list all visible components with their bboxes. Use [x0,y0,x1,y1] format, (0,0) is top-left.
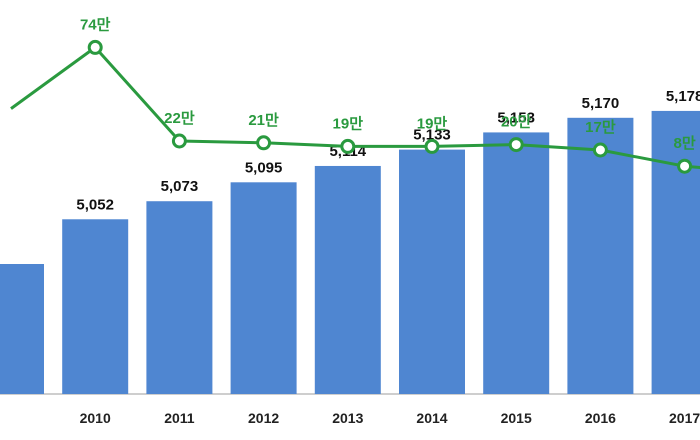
line-point-2011 [171,133,187,149]
bar-2013 [314,165,381,394]
line-point-2016 [592,142,608,158]
x-tick-2013: 2013 [332,410,363,426]
bar-value-label-2012: 5,095 [245,159,283,176]
line-value-label-2011: 22만 [164,110,195,127]
line-value-label-2013: 19만 [333,115,364,132]
line-value-labels: 74만 22만 21만 19만 19만 20만 17만 8만 [80,16,696,152]
line-series [10,39,700,174]
line-point-2010 [87,39,103,55]
line-point-2017 [677,158,693,174]
bar-2011 [146,201,213,394]
line-value-label-2012: 21만 [248,112,279,129]
x-tick-2011: 2011 [164,410,195,426]
bar-2016 [567,117,634,395]
bar-value-label-2015: 5,153 [497,109,535,126]
line-point-2013 [340,138,356,154]
x-tick-2010: 2010 [80,410,111,426]
bar-2014 [399,149,465,394]
bar-2017 [651,110,700,395]
bar-edge-0 [0,264,44,394]
line-value-label-2016: 17만 [585,119,616,136]
line-point-2012 [256,135,272,151]
x-tick-2014: 2014 [416,410,447,426]
x-tick-2015: 2015 [501,410,532,426]
bar-value-label-2011: 5,073 [161,178,199,195]
line-value-label-2014: 19만 [417,115,448,132]
line-point-2015 [508,137,524,153]
bar-2012 [230,182,297,394]
line-value-label-2010: 74만 [80,16,111,33]
bar-series [0,110,700,395]
bar-value-label-2016: 5,170 [582,95,620,112]
line-value-label-2015: 20만 [501,114,532,131]
bar-2010 [62,219,129,394]
x-tick-2016: 2016 [585,410,616,426]
bar-value-label-2010: 5,052 [76,196,114,213]
bar-value-label-2017: 5,178 [666,88,700,105]
line-path [10,45,700,170]
bar-value-label-2014: 5,133 [413,127,451,144]
x-tick-labels: 2010 2011 2012 2013 2014 2015 2016 2017 [80,410,700,426]
line-point-2014 [424,138,440,154]
line-value-label-2017: 8만 [674,135,696,152]
x-tick-2017: 2017 [669,410,700,426]
x-tick-2012: 2012 [248,410,279,426]
bar-2015 [483,132,550,395]
